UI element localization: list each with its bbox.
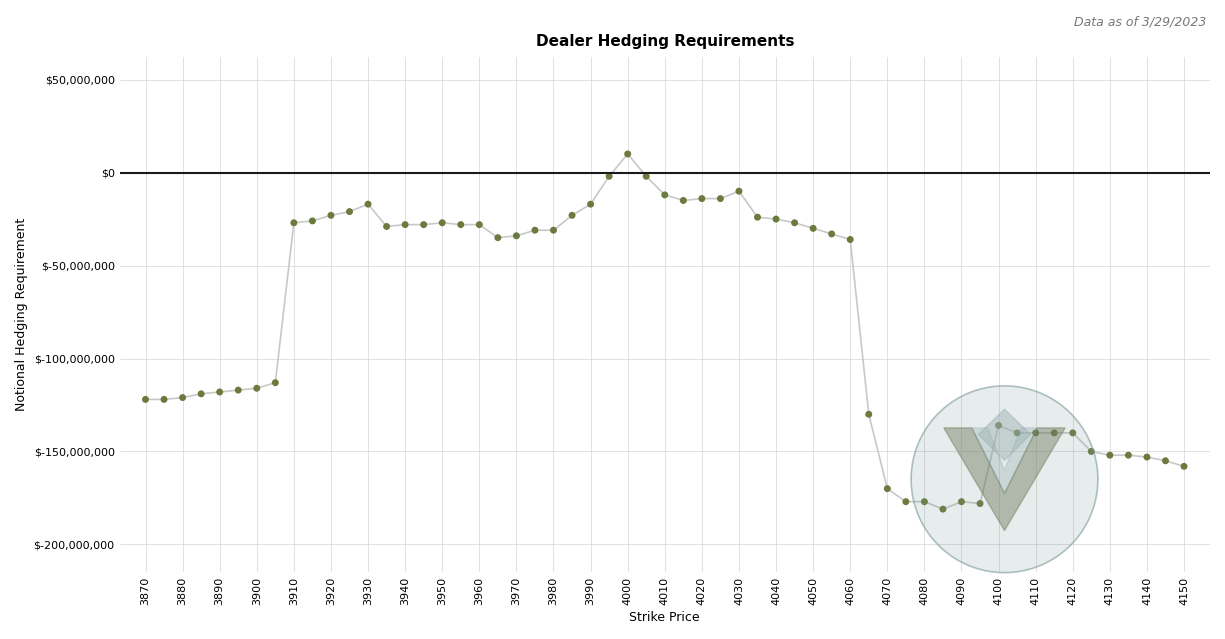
Point xyxy=(507,231,527,241)
Point xyxy=(284,218,304,228)
Point xyxy=(674,196,693,206)
Point xyxy=(173,392,192,403)
Point xyxy=(1007,427,1027,438)
Point xyxy=(1025,427,1045,438)
Point xyxy=(1082,447,1101,457)
Point xyxy=(396,220,415,230)
Point xyxy=(804,223,823,233)
Point xyxy=(840,235,860,245)
Text: Data as of 3/29/2023: Data as of 3/29/2023 xyxy=(1074,16,1207,29)
Point xyxy=(747,212,767,222)
Point xyxy=(339,206,359,217)
Point xyxy=(692,194,712,204)
Point xyxy=(1137,452,1156,462)
Point xyxy=(989,420,1008,431)
Point xyxy=(358,199,377,210)
Point xyxy=(859,409,878,419)
Point xyxy=(915,497,935,507)
Point xyxy=(432,218,452,228)
Point xyxy=(321,210,341,220)
Point xyxy=(767,214,786,224)
Point xyxy=(933,504,953,514)
Point xyxy=(191,389,211,399)
Point xyxy=(655,190,675,200)
Point xyxy=(822,229,842,239)
Point xyxy=(154,394,174,404)
Point xyxy=(414,220,434,230)
Point xyxy=(562,210,582,220)
Polygon shape xyxy=(911,386,1098,573)
Point xyxy=(785,218,805,228)
Point xyxy=(895,497,915,507)
Polygon shape xyxy=(971,428,1038,493)
Polygon shape xyxy=(943,428,1066,530)
Point xyxy=(970,498,990,509)
Title: Dealer Hedging Requirements: Dealer Hedging Requirements xyxy=(535,34,794,49)
Point xyxy=(526,225,545,235)
Point xyxy=(637,171,657,181)
Y-axis label: Notional Hedging Requirement: Notional Hedging Requirement xyxy=(15,218,28,412)
Point xyxy=(451,220,470,230)
Point xyxy=(877,484,897,494)
Point xyxy=(469,220,489,230)
Point xyxy=(710,194,730,204)
Point xyxy=(599,171,619,181)
Polygon shape xyxy=(979,409,1030,461)
Point xyxy=(1175,461,1194,472)
Point xyxy=(729,186,748,196)
Point xyxy=(1118,450,1138,460)
Point xyxy=(617,149,637,159)
Point xyxy=(544,225,564,235)
X-axis label: Strike Price: Strike Price xyxy=(630,611,699,624)
Point xyxy=(209,387,229,397)
Point xyxy=(952,497,971,507)
Point xyxy=(228,385,247,396)
Point xyxy=(1063,427,1083,438)
Point xyxy=(303,216,322,226)
Point xyxy=(247,383,267,394)
Point xyxy=(136,394,156,404)
Point xyxy=(377,221,397,231)
Point xyxy=(1155,456,1175,466)
Point xyxy=(1045,427,1065,438)
Point xyxy=(581,199,600,210)
Point xyxy=(488,233,507,243)
Point xyxy=(266,378,285,388)
Point xyxy=(1100,450,1120,460)
